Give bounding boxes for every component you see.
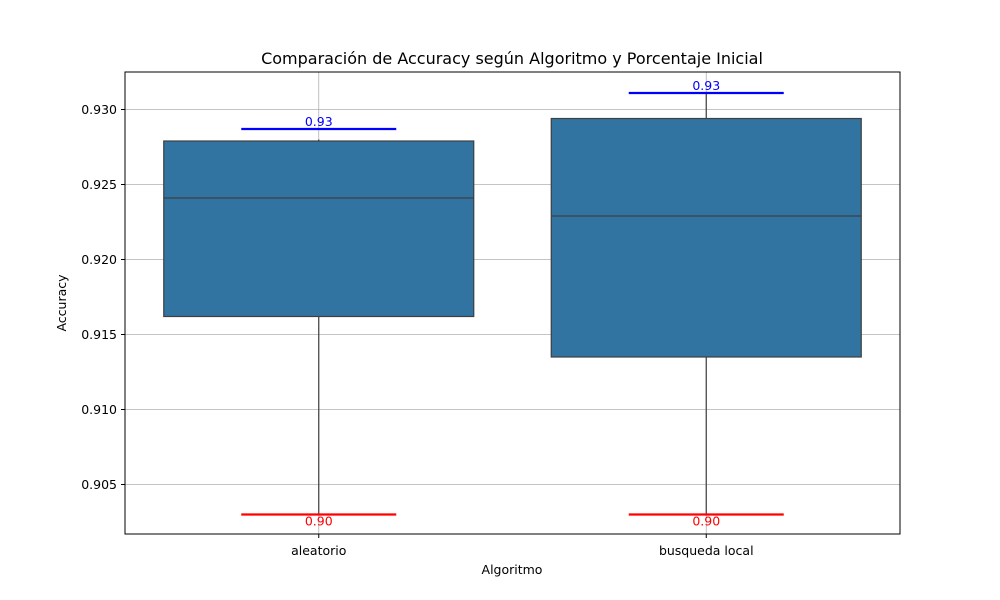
x-axis-ticks: aleatorio busqueda local: [291, 534, 754, 558]
y-tick-label: 0.930: [81, 102, 117, 117]
min-value-label: 0.90: [305, 514, 333, 529]
x-tick-label: busqueda local: [659, 543, 754, 558]
y-tick-label: 0.920: [81, 252, 117, 267]
y-tick-label: 0.910: [81, 402, 117, 417]
box-body: [550, 117, 862, 358]
y-axis-ticks: 0.905 0.910 0.915 0.920 0.925 0.930: [81, 102, 125, 492]
x-tick-label: aleatorio: [291, 543, 346, 558]
annotation-layer: 0.93 0.90 0.93 0.90: [241, 78, 784, 529]
y-tick-label: 0.925: [81, 177, 117, 192]
max-value-label: 0.93: [692, 78, 720, 93]
box-aleatorio: [163, 139, 475, 515]
y-tick-label: 0.915: [81, 327, 117, 342]
y-axis-label: Accuracy: [54, 274, 69, 332]
plot-area-frame: [124, 71, 901, 535]
chart-title: Comparación de Accuracy según Algoritmo …: [261, 49, 763, 68]
max-value-label: 0.93: [305, 114, 333, 129]
box-body: [163, 140, 475, 318]
y-tick-label: 0.905: [81, 477, 117, 492]
x-axis-label: Algoritmo: [482, 562, 543, 577]
box-layer: [163, 93, 862, 515]
box-busqueda-local: [550, 93, 862, 515]
min-value-label: 0.90: [692, 514, 720, 529]
